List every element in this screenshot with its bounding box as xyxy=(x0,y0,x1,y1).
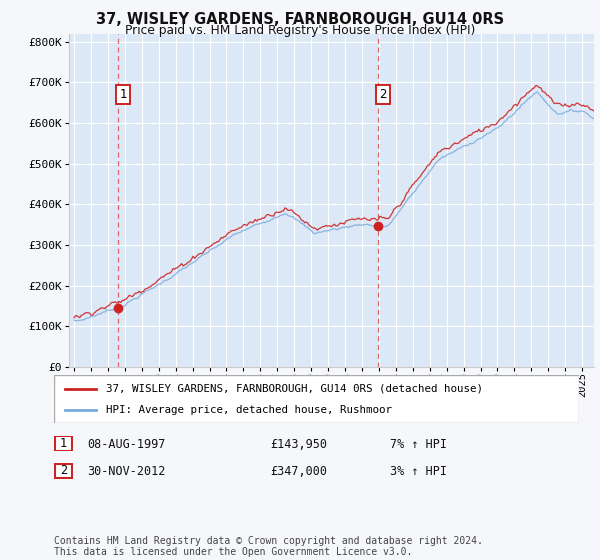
Text: 2: 2 xyxy=(60,464,67,478)
Text: Price paid vs. HM Land Registry's House Price Index (HPI): Price paid vs. HM Land Registry's House … xyxy=(125,24,475,37)
Text: Contains HM Land Registry data © Crown copyright and database right 2024.
This d: Contains HM Land Registry data © Crown c… xyxy=(54,535,483,557)
Text: 3% ↑ HPI: 3% ↑ HPI xyxy=(390,465,447,478)
FancyBboxPatch shape xyxy=(55,436,72,451)
Text: 7% ↑ HPI: 7% ↑ HPI xyxy=(390,437,447,451)
FancyBboxPatch shape xyxy=(55,464,72,478)
Text: 1: 1 xyxy=(60,437,67,450)
Text: £347,000: £347,000 xyxy=(270,465,327,478)
FancyBboxPatch shape xyxy=(54,375,579,423)
Text: 37, WISLEY GARDENS, FARNBOROUGH, GU14 0RS (detached house): 37, WISLEY GARDENS, FARNBOROUGH, GU14 0R… xyxy=(107,384,484,394)
Text: 2: 2 xyxy=(379,88,386,101)
Text: 30-NOV-2012: 30-NOV-2012 xyxy=(87,465,166,478)
Text: HPI: Average price, detached house, Rushmoor: HPI: Average price, detached house, Rush… xyxy=(107,405,392,416)
Text: £143,950: £143,950 xyxy=(270,437,327,451)
Text: 1: 1 xyxy=(119,88,127,101)
Text: 37, WISLEY GARDENS, FARNBOROUGH, GU14 0RS: 37, WISLEY GARDENS, FARNBOROUGH, GU14 0R… xyxy=(96,12,504,27)
Text: 08-AUG-1997: 08-AUG-1997 xyxy=(87,437,166,451)
